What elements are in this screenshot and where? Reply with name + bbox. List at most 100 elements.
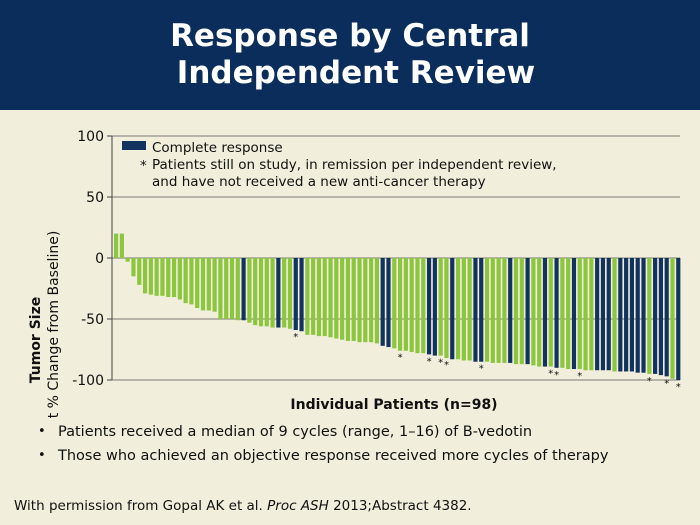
bar-complete-response <box>276 258 281 328</box>
bar-response <box>247 258 252 323</box>
bar-response <box>398 258 403 351</box>
bar-response <box>537 258 542 367</box>
bar-response <box>415 258 420 354</box>
bar-response <box>224 258 229 319</box>
bar-response <box>206 258 211 311</box>
bars <box>114 233 681 380</box>
bar-response <box>484 258 490 362</box>
waterfall-chart: Tumor Size (Best % Change from Baseline)… <box>28 129 681 418</box>
bar-response <box>287 258 293 329</box>
bar-complete-response <box>618 258 623 372</box>
bar-response <box>369 258 374 343</box>
bar-response <box>351 258 356 341</box>
bar-response <box>577 258 582 370</box>
bar-complete-response <box>571 258 577 370</box>
bar-complete-response <box>600 258 606 371</box>
bar-complete-response <box>450 258 455 360</box>
bar-response <box>189 258 194 305</box>
citation-journal: Proc ASH <box>267 498 329 514</box>
bar-complete-response <box>606 258 611 371</box>
bar-response <box>166 258 171 298</box>
bar-response <box>560 258 565 368</box>
y-tick-label: 50 <box>86 190 104 206</box>
asterisk-markers: ** * * * * * * * * * * <box>293 332 681 393</box>
bar-response <box>357 258 362 343</box>
bar-response <box>496 258 501 363</box>
legend-asterisk-line2: and have not received a new anti-cancer … <box>152 174 486 190</box>
bar-response <box>455 258 461 360</box>
bar-response <box>647 258 652 374</box>
bar-response <box>119 233 124 258</box>
y-tick-label: -100 <box>72 373 104 389</box>
bar-complete-response <box>653 258 658 374</box>
bar-response <box>160 258 165 296</box>
bar-response <box>235 258 240 321</box>
bar-complete-response <box>473 258 478 362</box>
legend-asterisk-symbol: * <box>140 158 147 174</box>
bar-complete-response <box>426 258 432 355</box>
asterisk-marker: * <box>548 369 553 380</box>
bar-response <box>589 258 594 371</box>
bar-response <box>513 258 519 365</box>
bar-complete-response <box>554 258 559 368</box>
bar-response <box>583 258 588 371</box>
bar-complete-response <box>641 258 646 373</box>
bar-response <box>374 258 379 344</box>
bar-complete-response <box>380 258 385 346</box>
bar-response <box>311 258 316 335</box>
bar-complete-response <box>629 258 635 372</box>
bar-complete-response <box>508 258 513 363</box>
bar-response <box>340 258 345 340</box>
bar-response <box>270 258 275 328</box>
bar-response <box>148 258 153 295</box>
bar-response <box>125 258 130 262</box>
bar-response <box>363 258 368 343</box>
bar-response <box>670 258 675 379</box>
asterisk-marker: * <box>444 360 449 371</box>
legend-swatch-complete-response <box>122 141 146 150</box>
bar-response <box>334 258 339 339</box>
slide-title-line2: Independent Review <box>176 55 536 91</box>
asterisk-marker: * <box>647 376 652 387</box>
bar-response <box>461 258 466 361</box>
bar-response <box>612 258 617 372</box>
bar-response <box>438 258 443 356</box>
bar-response <box>531 258 536 366</box>
asterisk-marker: * <box>664 378 669 389</box>
bar-response <box>258 258 264 327</box>
bar-complete-response <box>386 258 391 348</box>
bar-response <box>328 258 333 338</box>
y-ticks: 100 50 0 -50 -100 <box>72 129 112 389</box>
bar-response <box>200 258 206 311</box>
bar-response <box>392 258 397 349</box>
citation-suffix: 2013;Abstract 4382. <box>328 498 472 514</box>
legend: Complete response * Patients still on st… <box>122 140 557 190</box>
bar-complete-response <box>241 258 246 321</box>
x-axis-label: Individual Patients (n=98) <box>290 397 497 413</box>
asterisk-marker: * <box>554 370 559 381</box>
title-band <box>0 0 700 110</box>
bar-response <box>137 258 142 285</box>
asterisk-marker: * <box>577 371 582 382</box>
citation: With permission from Gopal AK et al. Pro… <box>14 498 472 514</box>
bar-response <box>154 258 159 296</box>
bar-response <box>548 258 553 367</box>
bar-response <box>212 258 217 312</box>
bar-complete-response <box>525 258 530 365</box>
bullet-item: Those who achieved an objective response… <box>38 444 688 468</box>
bar-response <box>131 258 136 277</box>
slide-title-line1: Response by Central <box>170 18 530 54</box>
bar-response <box>519 258 524 365</box>
bar-complete-response <box>658 258 663 376</box>
bar-response <box>142 258 148 294</box>
asterisk-marker: * <box>676 382 681 393</box>
bar-response <box>195 258 200 309</box>
citation-prefix: With permission from Gopal AK et al. <box>14 498 268 514</box>
bar-complete-response <box>635 258 640 373</box>
bar-response <box>322 258 327 337</box>
bar-response <box>444 258 449 359</box>
bullet-list: Patients received a median of 9 cycles (… <box>38 420 688 468</box>
bar-complete-response <box>664 258 669 377</box>
bar-response <box>229 258 235 319</box>
bar-response <box>264 258 269 327</box>
